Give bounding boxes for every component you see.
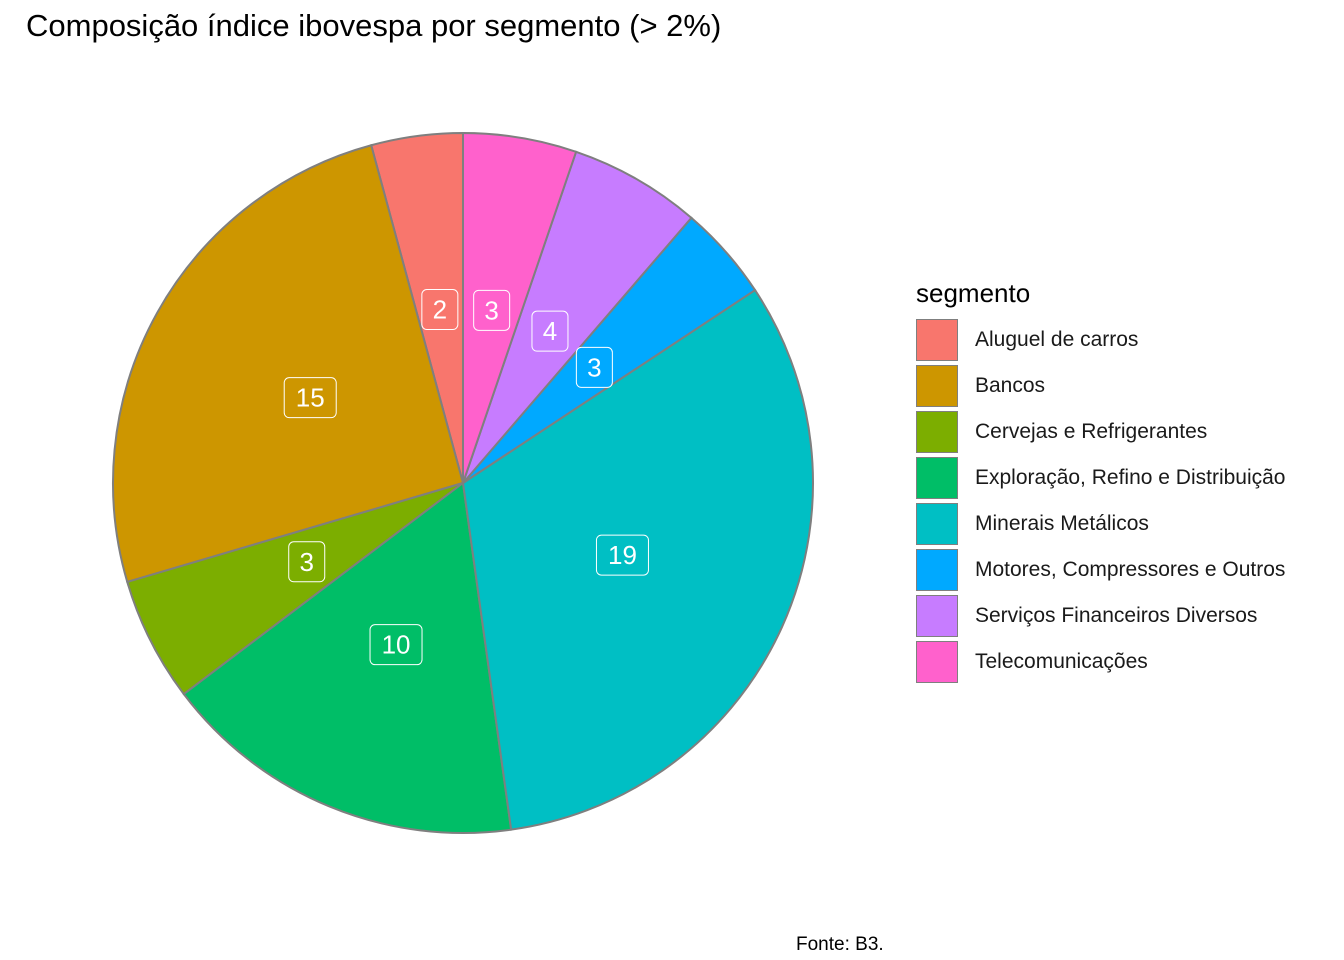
data-label-cervejas-e-refrigerantes: 3 (288, 541, 326, 583)
data-label-text: 10 (382, 630, 411, 660)
legend-item-telecomunicacoes: Telecomunicações (916, 639, 1286, 685)
legend-item-servicos-financeiros-diversos: Serviços Financeiros Diversos (916, 593, 1286, 639)
legend-label: Serviços Financeiros Diversos (975, 604, 1258, 627)
data-label-text: 3 (587, 352, 601, 382)
legend-item-motores-compressores-e-outros: Motores, Compressores e Outros (916, 547, 1286, 593)
data-label-telecomunicacoes: 3 (473, 289, 511, 331)
data-label-text: 4 (543, 316, 557, 346)
slice-exploracao-refino-e-distribuicao (182, 481, 513, 834)
data-label-exploracao-refino-e-distribuicao: 10 (369, 624, 423, 666)
legend-label: Minerais Metálicos (975, 512, 1149, 535)
legend-label: Bancos (975, 374, 1046, 397)
data-label-box (531, 310, 569, 352)
data-label-servicos-financeiros-diversos: 4 (531, 310, 569, 352)
data-label-text: 15 (296, 383, 325, 413)
legend-label: Telecomunicações (975, 650, 1148, 673)
legend-label: Exploração, Refino e Distribuição (975, 466, 1286, 489)
slice-bancos (112, 144, 465, 584)
data-label-aluguel-de-carros: 2 (421, 289, 459, 331)
legend-label: Aluguel de carros (975, 328, 1139, 351)
data-label-text: 3 (300, 547, 314, 577)
data-label-box (595, 534, 649, 576)
legend-key (916, 595, 958, 637)
pie-slices (112, 131, 814, 834)
data-label-text: 19 (608, 540, 637, 570)
legend-key (916, 503, 958, 545)
chart-caption: Fonte: B3. (796, 934, 884, 955)
legend-item-minerais-metalicos: Minerais Metálicos (916, 501, 1286, 547)
chart-title: Composição índice ibovespa por segmento … (26, 8, 722, 43)
legend-key (916, 319, 958, 361)
data-label-bancos: 15 (283, 377, 337, 419)
legend-item-bancos: Bancos (916, 363, 1286, 409)
slice-telecomunicacoes (462, 131, 578, 484)
legend-key (916, 411, 958, 453)
legend-key (916, 641, 958, 683)
data-label-box (473, 289, 511, 331)
legend-key (916, 549, 958, 591)
legend-key (916, 365, 958, 407)
legend: segmento Aluguel de carros Bancos Cervejas… (916, 278, 1286, 685)
data-label-box (288, 541, 326, 583)
legend-item-exploracao-refino-e-distribuicao: Exploração, Refino e Distribuição (916, 455, 1286, 501)
legend-label: Motores, Compressores e Outros (975, 558, 1286, 581)
data-label-box (421, 289, 459, 331)
slice-servicos-financeiros-diversos (462, 150, 693, 484)
data-label-box (575, 346, 613, 388)
slice-cervejas-e-refrigerantes (126, 482, 464, 696)
data-label-minerais-metalicos: 19 (595, 534, 649, 576)
legend-item-cervejas-e-refrigerantes: Cervejas e Refrigerantes (916, 409, 1286, 455)
data-label-box (283, 377, 337, 419)
data-label-text: 3 (484, 295, 498, 325)
data-label-text: 2 (433, 295, 447, 325)
legend-key (916, 457, 958, 499)
legend-title: segmento (916, 278, 1031, 308)
legend-items: Aluguel de carros Bancos Cervejas e Refrig… (916, 317, 1286, 685)
data-label-box (369, 624, 423, 666)
legend-item-aluguel-de-carros: Aluguel de carros (916, 317, 1286, 363)
legend-label: Cervejas e Refrigerantes (975, 420, 1208, 443)
data-label-motores-compressores-e-outros: 3 (575, 346, 613, 388)
